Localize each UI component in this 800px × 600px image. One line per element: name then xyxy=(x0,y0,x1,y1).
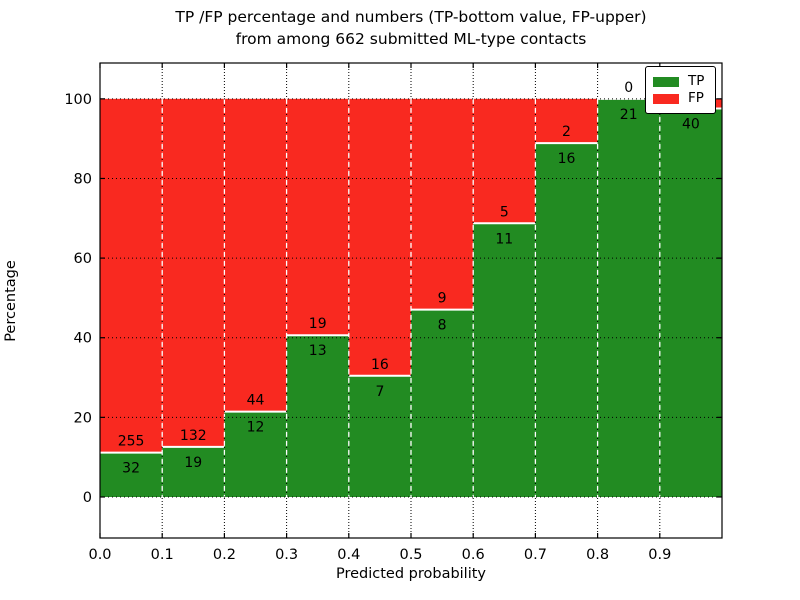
tp-bar-segment xyxy=(224,411,287,497)
tp-count-label: 13 xyxy=(309,343,327,359)
x-tick-label: 0.9 xyxy=(648,547,671,563)
fp-bar-segment xyxy=(348,98,411,376)
tp-bar-segment xyxy=(473,223,536,497)
fp-count-label: 19 xyxy=(309,316,327,332)
fp-count-label: 2 xyxy=(562,124,571,140)
tp-bar-segment xyxy=(100,452,163,497)
x-tick-label: 0.7 xyxy=(524,547,547,563)
y-tick-label: 80 xyxy=(74,171,92,187)
y-tick-label: 100 xyxy=(64,92,92,108)
fp-count-label: 0 xyxy=(624,80,633,96)
tp-count-label: 8 xyxy=(438,318,447,334)
fp-count-label: 132 xyxy=(180,428,207,444)
tp-count-label: 40 xyxy=(682,117,700,133)
fp-color-swatch xyxy=(653,93,679,104)
legend-label-fp: FP xyxy=(688,90,704,106)
y-tick-label: 40 xyxy=(74,331,92,347)
tp-color-swatch xyxy=(653,76,679,87)
legend-label-tp: TP xyxy=(688,73,705,89)
chart-title: TP /FP percentage and numbers (TP-bottom… xyxy=(100,6,722,50)
fp-bar-segment xyxy=(100,98,163,453)
fp-bar-segment xyxy=(411,98,474,310)
tp-count-label: 16 xyxy=(558,151,576,167)
tp-bar-segment xyxy=(597,98,660,497)
fp-count-label: 16 xyxy=(371,357,389,373)
tp-count-label: 21 xyxy=(620,107,638,123)
x-tick-label: 0.4 xyxy=(337,547,360,563)
tp-bar-segment xyxy=(286,335,349,497)
x-tick-label: 0.8 xyxy=(586,547,609,563)
tp-count-label: 32 xyxy=(122,461,140,477)
tp-bar-segment xyxy=(348,375,411,497)
tp-count-label: 12 xyxy=(247,420,265,436)
tp-bar-segment xyxy=(535,143,598,497)
x-tick-label: 0.5 xyxy=(399,547,422,563)
chart-title-line1: TP /FP percentage and numbers (TP-bottom… xyxy=(175,8,647,26)
y-tick-label: 60 xyxy=(74,251,92,267)
legend-entry-tp: TP xyxy=(653,74,708,89)
fp-count-label: 5 xyxy=(500,204,509,220)
tp-bar-segment xyxy=(411,309,474,497)
y-tick-label: 20 xyxy=(74,410,92,426)
tp-count-label: 7 xyxy=(375,384,384,400)
y-axis-label: Percentage xyxy=(3,260,19,342)
fp-bar-segment xyxy=(162,98,225,447)
tp-count-label: 11 xyxy=(495,231,513,247)
tp-bar-segment xyxy=(659,108,722,497)
x-axis-label: Predicted probability xyxy=(335,566,487,582)
fp-bar-segment xyxy=(473,98,536,224)
x-tick-label: 0.2 xyxy=(213,547,236,563)
legend-box: TP FP xyxy=(645,66,716,114)
x-tick-label: 0.0 xyxy=(88,547,111,563)
fp-bar-segment xyxy=(535,98,598,144)
fp-count-label: 9 xyxy=(438,291,447,307)
y-tick-label: 0 xyxy=(83,490,92,506)
chart-title-line2: from among 662 submitted ML-type contact… xyxy=(235,30,587,48)
fp-bar-segment xyxy=(286,98,349,336)
tp-bar-segment xyxy=(162,446,225,497)
tp-count-label: 19 xyxy=(184,455,202,471)
legend-entry-fp: FP xyxy=(653,91,708,106)
fp-bar-segment xyxy=(224,98,287,412)
x-tick-label: 0.3 xyxy=(275,547,298,563)
x-tick-label: 0.1 xyxy=(151,547,174,563)
x-tick-label: 0.6 xyxy=(462,547,485,563)
fp-count-label: 44 xyxy=(247,393,265,409)
fp-count-label: 255 xyxy=(118,434,145,450)
